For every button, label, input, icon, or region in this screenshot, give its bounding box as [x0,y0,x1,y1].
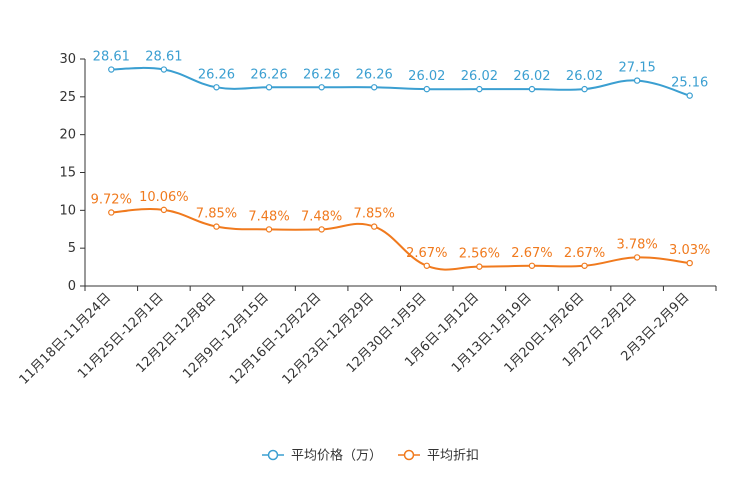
data-label: 7.48% [301,209,342,224]
data-point [160,66,168,73]
legend-marker-icon [267,449,279,461]
data-label: 10.06% [139,190,189,205]
legend-marker-icon [403,449,415,461]
data-point [265,226,273,233]
series-line [111,66,690,97]
y-tick-label: 15 [59,166,76,181]
y-tick-label: 5 [68,241,76,256]
data-label: 27.15 [619,61,656,76]
y-tick-label: 25 [59,90,76,105]
data-point [318,226,325,233]
data-label: 7.85% [196,207,237,222]
data-label: 28.61 [93,50,130,65]
data-label: 2.67% [406,246,447,261]
legend-item[interactable]: 平均折扣 [398,449,479,464]
legend: 平均价格（万） 平均折扣 [262,448,479,464]
y-tick-label: 0 [68,279,76,294]
y-tick-label: 30 [59,52,76,67]
data-point [213,223,220,230]
series-average-discount: 9.72% 10.06% 7.85% 7.48% 7.48% 7.85% 2.67% 2.56… [91,190,710,271]
y-tick-label: 10 [59,203,76,218]
data-label: 28.61 [145,50,182,65]
data-point [633,254,641,261]
data-label: 9.72% [91,192,132,207]
x-tick-label: 11月18日-11月24日 [17,290,114,387]
data-point [528,85,536,93]
data-label: 25.16 [671,76,708,91]
data-label: 2.67% [511,246,552,261]
x-tick-label: 12月16日-12月22日 [227,290,324,387]
data-point [476,263,483,270]
data-point [686,92,693,99]
data-label: 26.02 [461,69,498,84]
data-point [108,66,115,73]
data-point [686,259,693,267]
data-point [423,262,430,269]
legend-item[interactable]: 平均价格（万） [262,448,382,464]
data-point [371,84,378,91]
series-line [111,208,690,271]
data-label: 3.03% [669,243,710,258]
y-tick-label: 20 [59,128,76,143]
data-point [265,84,273,91]
data-label: 26.02 [566,69,603,84]
data-label: 2.56% [459,247,500,262]
data-label: 26.26 [198,67,235,82]
legend-label: 平均价格（万） [291,448,382,464]
data-point [476,85,483,93]
data-point [108,209,115,216]
data-point [581,85,588,93]
data-label: 26.02 [513,69,550,84]
data-point [318,84,325,91]
data-label: 26.26 [356,67,393,82]
data-label: 26.26 [250,67,287,82]
legend-label: 平均折扣 [427,449,479,464]
data-label: 3.78% [616,237,657,252]
data-point [633,77,641,84]
data-point [213,84,220,91]
data-point [423,85,430,93]
series-layer: 28.61 28.61 26.26 26.26 26.26 26.26 26.02 26.02… [91,50,710,271]
data-point [581,262,588,269]
data-label: 26.26 [303,67,340,82]
data-label: 26.02 [408,69,445,84]
data-label: 7.48% [248,209,289,224]
x-tick-label: 12月23日-12月29日 [280,290,377,387]
data-point [371,223,378,230]
series-average-price: 28.61 28.61 26.26 26.26 26.26 26.26 26.02 26.02… [93,50,708,99]
data-point [160,206,168,214]
data-label: 2.67% [564,246,605,261]
data-label: 7.85% [354,207,395,222]
data-point [528,262,536,269]
